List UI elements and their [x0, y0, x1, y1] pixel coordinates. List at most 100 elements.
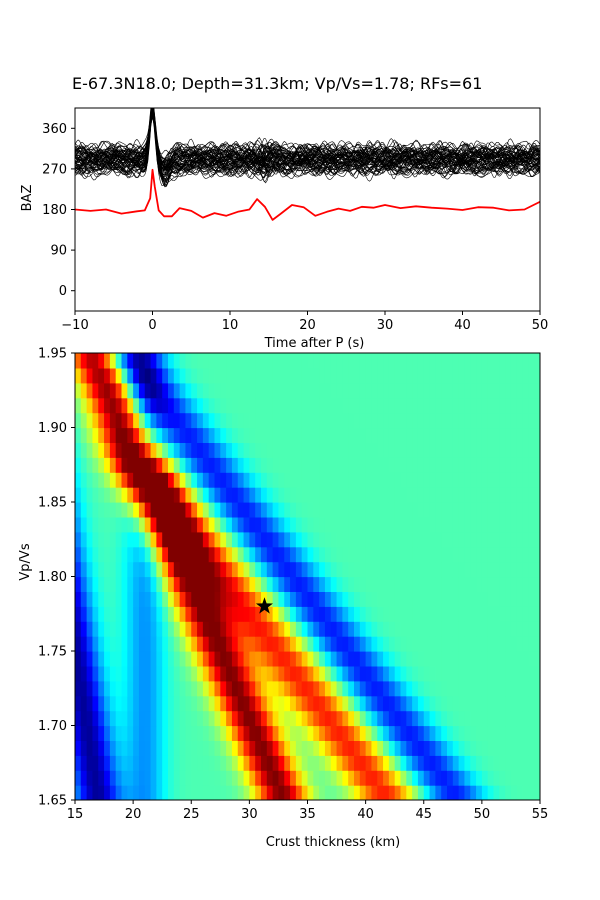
heatmap-cell — [173, 546, 181, 563]
heatmap-cell — [127, 651, 134, 667]
heatmap-cell — [365, 770, 373, 786]
heatmap-cell — [319, 725, 326, 741]
heatmap-cell — [208, 472, 216, 488]
heatmap-cell — [307, 785, 314, 800]
heatmap-cell — [499, 755, 506, 771]
heatmap-cell — [342, 367, 349, 384]
heatmap-cell — [324, 725, 332, 741]
heatmap-cell — [249, 621, 256, 637]
heatmap-cell — [86, 576, 94, 592]
heatmap-cell — [226, 502, 233, 518]
heatmap-cell — [435, 710, 442, 727]
heatmap-cell — [487, 785, 495, 800]
heatmap-cell — [330, 397, 338, 414]
heatmap-cell — [534, 353, 540, 369]
heatmap-cell — [400, 651, 407, 667]
heatmap-cell — [493, 457, 500, 473]
heatmap-cell — [138, 710, 146, 727]
heatmap-cell — [98, 397, 105, 414]
waveform-y-axis-label: BAZ — [20, 185, 35, 212]
heatmap-cell — [173, 531, 181, 548]
heatmap-cell — [278, 516, 285, 533]
heatmap-cell — [121, 561, 128, 578]
heatmap-cell — [534, 680, 540, 697]
heatmap-cell — [534, 367, 540, 384]
heatmap-cell — [441, 546, 448, 563]
heatmap-cell — [272, 472, 280, 488]
heatmap-cell — [470, 725, 477, 741]
heatmap-cell — [388, 591, 396, 607]
heatmap-cell — [214, 457, 221, 473]
heatmap-cell — [150, 367, 157, 384]
heatmap-cell — [336, 472, 343, 488]
heatmap-cell — [470, 457, 477, 473]
heatmap-cell — [412, 621, 419, 637]
heatmap-cell — [121, 412, 128, 429]
heatmap-cell — [80, 770, 88, 786]
heatmap-cell — [435, 636, 442, 652]
heatmap-cell — [476, 382, 483, 399]
heatmap-cell — [324, 487, 332, 503]
heatmap-cell — [133, 651, 140, 667]
heatmap-cell — [278, 502, 285, 518]
heatmap-cell — [121, 502, 128, 518]
heatmap-cell — [476, 695, 483, 712]
heatmap-cell — [336, 680, 343, 697]
heatmap-cell — [208, 591, 216, 607]
heatmap-cell — [295, 427, 303, 443]
heatmap-cell — [249, 397, 256, 414]
heatmap-cell — [493, 606, 500, 622]
heatmap-cell — [255, 725, 262, 741]
heatmap-cell — [197, 353, 204, 369]
heatmap-cell — [231, 457, 239, 473]
heatmap-cell — [330, 576, 338, 592]
heatmap-cell — [528, 725, 535, 741]
heatmap-cell — [255, 710, 262, 727]
heatmap-cell — [121, 367, 128, 384]
heatmap-cell — [365, 636, 373, 652]
heatmap-cell — [179, 531, 187, 548]
heatmap-cell — [417, 591, 425, 607]
heatmap-cell — [522, 770, 529, 786]
heatmap-cell — [406, 740, 413, 756]
heatmap-cell — [505, 680, 512, 697]
heatmap-cell — [121, 636, 128, 652]
heatmap-cell — [388, 576, 396, 592]
heatmap-cell — [423, 755, 431, 771]
heatmap-cell — [249, 710, 256, 727]
heatmap-cell — [197, 502, 204, 518]
heatmap-cell — [179, 367, 187, 384]
heatmap-cell — [528, 576, 535, 592]
heatmap-cell — [307, 606, 314, 622]
heatmap-cell — [319, 740, 326, 756]
heatmap-cell — [278, 412, 285, 429]
heatmap-cell — [208, 531, 216, 548]
heatmap-cell — [266, 710, 274, 727]
heatmap-cell — [86, 680, 94, 697]
heatmap-cell — [447, 457, 454, 473]
heatmap-cell — [458, 457, 466, 473]
heatmap-cell — [237, 591, 245, 607]
heatmap-cell — [173, 710, 181, 727]
heatmap-cell — [301, 591, 309, 607]
heatmap-cell — [383, 680, 390, 697]
heatmap-cell — [127, 472, 134, 488]
heatmap-cell — [138, 651, 146, 667]
heatmap-cell — [528, 606, 535, 622]
heatmap-cell — [284, 576, 291, 592]
heatmap-cell — [243, 606, 250, 622]
heatmap-cell — [226, 651, 233, 667]
heatmap-cell — [493, 502, 500, 518]
heatmap-cell — [197, 636, 204, 652]
heatmap-cell — [220, 427, 227, 443]
receiver-function-traces — [75, 108, 540, 221]
heatmap-cell — [237, 621, 245, 637]
heatmap-cell — [487, 427, 495, 443]
heatmap-cell — [127, 785, 134, 800]
heatmap-cell — [127, 561, 134, 578]
heatmap-cell — [336, 621, 343, 637]
heatmap-cell — [348, 457, 355, 473]
heatmap-cell — [133, 531, 140, 548]
heatmap-cell — [313, 695, 320, 712]
heatmap-cell — [162, 680, 169, 697]
